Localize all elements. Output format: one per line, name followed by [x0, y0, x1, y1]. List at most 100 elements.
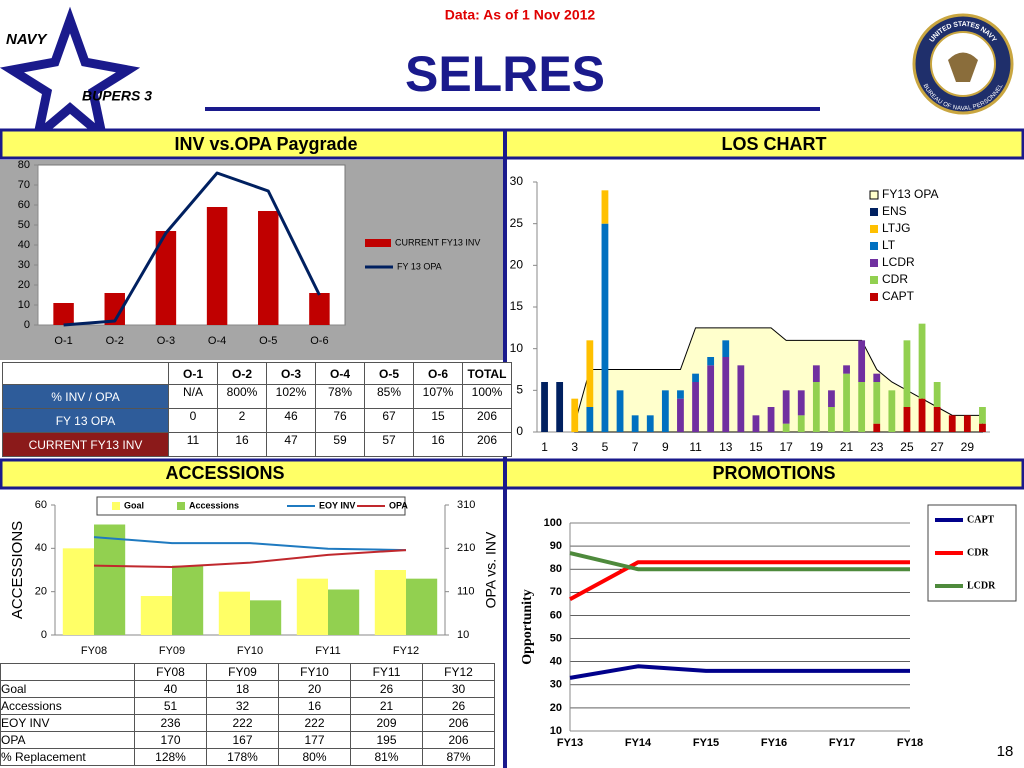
- bar: [140, 596, 172, 635]
- x-tick-label: 29: [961, 440, 975, 454]
- y-tick-label: 10: [550, 725, 562, 737]
- y-tick-label: 10: [18, 299, 30, 311]
- table-cell: 18: [206, 680, 279, 698]
- bar-segment: [797, 390, 805, 416]
- bar: [218, 591, 250, 635]
- table-cell: 206: [422, 731, 495, 749]
- table-cell: 177: [278, 731, 351, 749]
- table-cell: 47: [266, 432, 316, 457]
- table-cell: OPA: [0, 731, 135, 749]
- bar-segment: [692, 382, 699, 432]
- legend-box: [96, 496, 406, 516]
- x-tick-label: 17: [779, 440, 793, 454]
- bar-segment: [828, 407, 835, 432]
- y-tick-label: 40: [550, 656, 562, 668]
- y-axis-label: Opportunity: [520, 589, 535, 664]
- table-row: EOY INV 236 222 222 209 206: [0, 714, 495, 732]
- table-cell: 59: [315, 432, 365, 457]
- bar-segment: [979, 407, 986, 424]
- x-tick-label: FY14: [625, 737, 652, 749]
- bar-segment: [692, 373, 699, 382]
- table-row: O-1 O-2 O-3 O-4 O-5 O-6 TOTAL: [2, 362, 512, 385]
- table-cell: 100%: [462, 384, 512, 409]
- section-band: [0, 128, 1024, 160]
- legend-label: EOY INV: [319, 500, 355, 510]
- table-cell: 170: [134, 731, 207, 749]
- y-tick-label: 50: [18, 219, 30, 231]
- table-cell: 85%: [364, 384, 414, 409]
- bar: [406, 578, 438, 635]
- legend-label: CDR: [967, 547, 989, 558]
- plot-area: [37, 164, 346, 326]
- legend-swatch: [870, 242, 878, 250]
- table-cell: O-3: [266, 362, 316, 385]
- y-tick-label: 90: [550, 540, 562, 552]
- y2-tick-label: 310: [457, 499, 475, 511]
- y-tick-label: 20: [35, 586, 47, 598]
- table-cell: O-1: [168, 362, 218, 385]
- line: [63, 171, 321, 327]
- table-cell: 78%: [315, 384, 365, 409]
- y-tick-label: 70: [18, 179, 30, 191]
- bar-segment: [797, 415, 805, 432]
- x-tick-label: 27: [930, 440, 944, 454]
- x-tick-label: O-2: [106, 335, 124, 347]
- y-tick-label: 80: [550, 563, 562, 575]
- y-tick-label: 20: [550, 702, 562, 714]
- x-tick-label: O-6: [310, 335, 328, 347]
- table-cell: O-5: [364, 362, 414, 385]
- table-cell: 222: [206, 714, 279, 732]
- bar-segment: [812, 382, 820, 432]
- bar-segment: [782, 423, 790, 432]
- line: [569, 664, 910, 680]
- legend-swatch: [870, 208, 878, 216]
- x-tick-label: 13: [719, 440, 733, 454]
- section-band: [0, 458, 1024, 490]
- bar: [104, 293, 125, 325]
- bar-segment: [782, 390, 790, 424]
- table-cell: 178%: [206, 748, 279, 766]
- legend-label: LCDR: [882, 255, 915, 269]
- legend-swatch: [869, 190, 879, 200]
- x-tick-label: FY15: [693, 737, 719, 749]
- bar-segment: [858, 382, 866, 432]
- line: [569, 551, 910, 572]
- y-tick-label: 0: [41, 629, 47, 641]
- table-cell: 67: [364, 408, 414, 433]
- table-cell: EOY INV: [0, 714, 135, 732]
- y2-tick-label: 10: [457, 629, 469, 641]
- bar: [250, 600, 282, 635]
- bar-segment: [646, 415, 654, 432]
- data-table: O-1 O-2 O-3 O-4 O-5 O-6 TOTAL% INV / OPA N/A 800…: [2, 362, 512, 457]
- bar: [172, 565, 204, 635]
- y-axis-label: ACCESSIONS: [9, 521, 26, 619]
- bar-segment: [843, 365, 850, 374]
- bar-segment: [616, 390, 624, 432]
- y2-tick-label: 210: [457, 542, 475, 554]
- bar-segment: [541, 382, 548, 432]
- bar-segment: [586, 340, 594, 407]
- bar-segment: [918, 323, 926, 399]
- y-tick-label: 0: [516, 424, 523, 438]
- legend-swatch: [870, 293, 878, 301]
- x-tick-label: O-5: [259, 335, 277, 347]
- table-cell: 16: [278, 697, 351, 715]
- bar-segment: [586, 407, 594, 432]
- table-cell: 128%: [134, 748, 207, 766]
- bar: [53, 303, 74, 325]
- bar-segment: [903, 407, 911, 432]
- table-row: % Replacement 128% 178% 80% 81% 87%: [0, 748, 495, 766]
- bar-segment: [677, 390, 684, 399]
- y-tick-label: 100: [544, 517, 562, 529]
- table-cell: 26: [350, 680, 423, 698]
- x-tick-label: O-1: [54, 335, 72, 347]
- y-tick-label: 15: [510, 299, 524, 313]
- y-tick-label: 10: [510, 341, 524, 355]
- bar-segment: [707, 357, 715, 366]
- slide-title: SELRES: [405, 46, 605, 102]
- table-cell: 209: [350, 714, 423, 732]
- table-cell: 222: [278, 714, 351, 732]
- y-tick-label: 40: [35, 542, 47, 554]
- bar-segment: [903, 340, 911, 407]
- panel-title: PROMOTIONS: [712, 463, 835, 483]
